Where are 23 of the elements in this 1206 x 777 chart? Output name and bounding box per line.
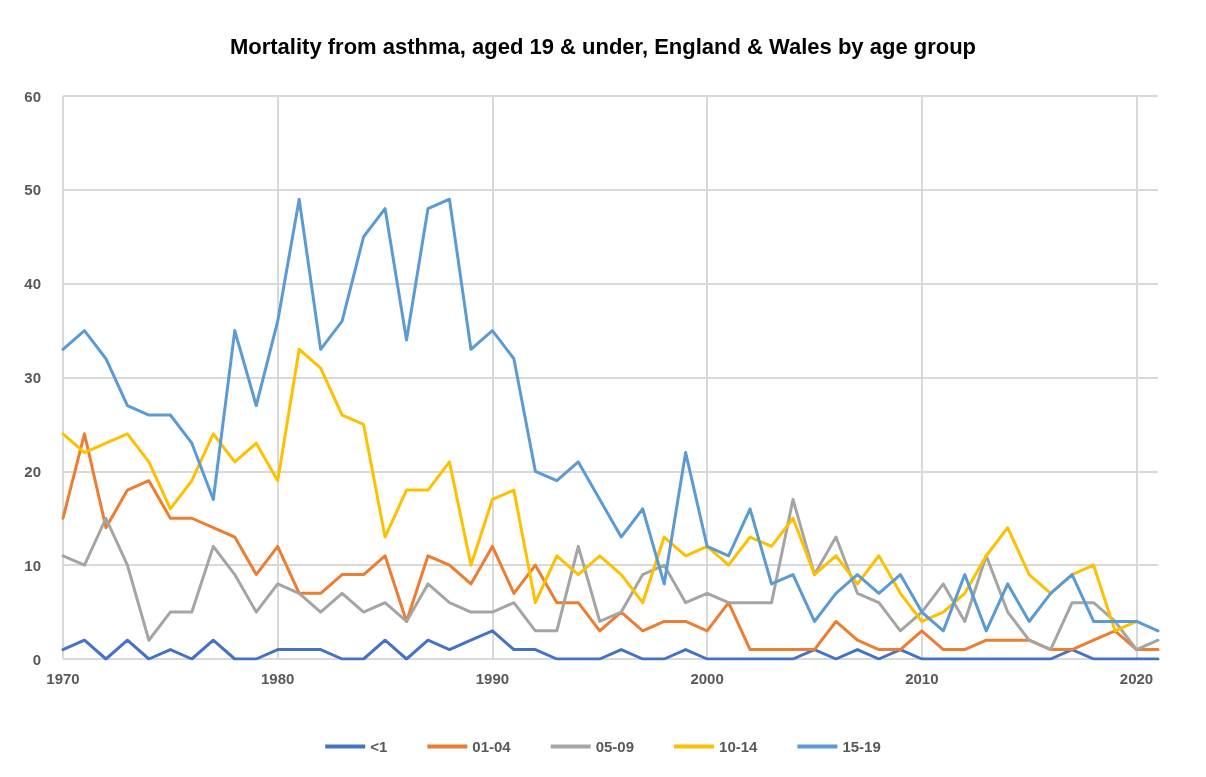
- line-series: [61, 432, 1160, 652]
- line-series: [61, 347, 1139, 633]
- y-tick-label: 30: [24, 369, 41, 386]
- x-tick-label: 2000: [690, 670, 724, 687]
- chart-title: Mortality from asthma, aged 19 & under, England & Wales by age group: [229, 33, 977, 59]
- legend-label: 05-09: [595, 738, 635, 755]
- y-tick-label: 0: [32, 650, 41, 668]
- x-tick-label: 2010: [905, 670, 939, 687]
- x-tick-label: 1990: [475, 670, 510, 687]
- line-series: [61, 497, 1160, 652]
- x-tick-label: 1980: [261, 670, 295, 687]
- y-tick-label: 20: [24, 462, 41, 480]
- y-tick-label: 60: [24, 87, 41, 105]
- legend-label: 15-19: [842, 738, 881, 755]
- legend-label: <1: [370, 738, 388, 755]
- line-series: [61, 197, 1160, 633]
- legend-label: 10-14: [719, 738, 759, 755]
- y-tick-label: 10: [24, 556, 41, 574]
- x-tick-label: 2020: [1119, 670, 1154, 687]
- x-tick-label: 1970: [46, 670, 80, 687]
- y-tick-label: 40: [24, 275, 41, 293]
- y-tick-label: 50: [24, 181, 41, 199]
- legend-label: 01-04: [472, 738, 512, 755]
